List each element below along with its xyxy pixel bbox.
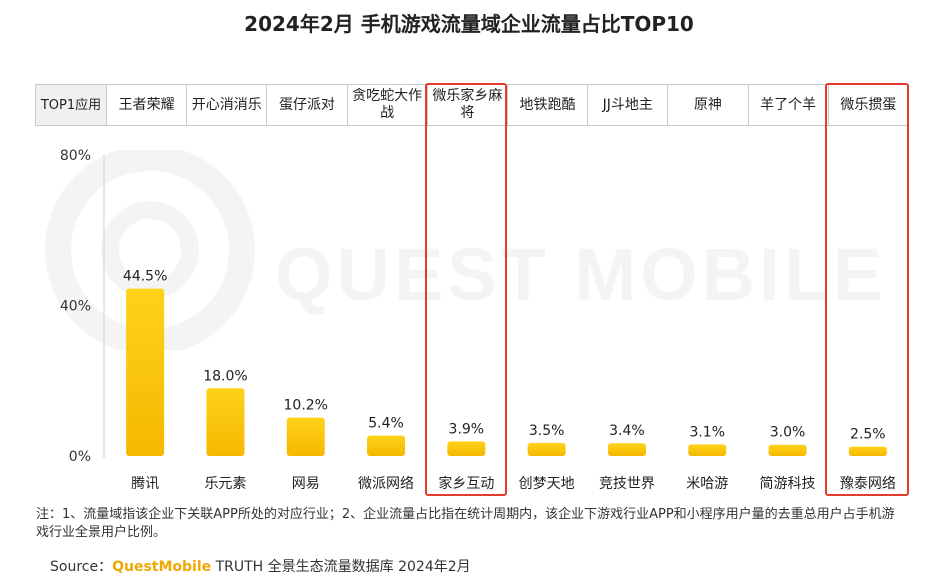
- x-category-label: 家乡互动: [438, 475, 494, 492]
- bar: [126, 288, 165, 456]
- top1-app-cell: 微乐家乡麻将: [426, 84, 508, 126]
- x-category-label: 简游科技: [760, 475, 816, 492]
- top1-app-cell: 王者荣耀: [105, 84, 188, 126]
- highlight-box-yutai: [825, 83, 909, 496]
- top1-app-header: TOP1应用: [35, 84, 107, 126]
- x-category-label: 米哈游: [686, 476, 728, 492]
- bar-value-label: 3.9%: [449, 421, 485, 437]
- top1-app-cell: 微乐掼蛋: [827, 84, 910, 126]
- source-suffix: TRUTH 全景生态流量数据库 2024年2月: [211, 559, 471, 575]
- top1-app-row: TOP1应用 王者荣耀 开心消消乐 蛋仔派对 贪吃蛇大作战 微乐家乡麻将 地铁跑…: [35, 84, 910, 126]
- source-prefix: Source：: [50, 559, 113, 575]
- bar-value-label: 3.0%: [770, 425, 806, 441]
- x-category-label: 创梦天地: [519, 476, 575, 492]
- bar: [286, 417, 325, 456]
- bar: [768, 444, 807, 456]
- source-line: Source：QuestMobile TRUTH 全景生态流量数据库 2024年…: [50, 556, 471, 576]
- bar-value-label: 44.5%: [123, 269, 167, 285]
- x-category-label: 腾讯: [131, 475, 159, 492]
- y-tick-label: 0%: [69, 449, 91, 465]
- bar: [848, 446, 887, 456]
- bar: [206, 388, 245, 456]
- bar-value-label: 2.5%: [850, 427, 886, 443]
- chart-title: 2024年2月 手机游戏流量域企业流量占比TOP10: [244, 12, 694, 36]
- highlight-box-jiaxiang: [425, 83, 507, 496]
- source-brand: QuestMobile: [112, 559, 212, 575]
- bar-value-label: 5.4%: [368, 416, 404, 432]
- bar: [367, 435, 406, 456]
- watermark-text: QUEST MOBILE: [275, 232, 886, 317]
- top1-app-cell: 开心消消乐: [186, 84, 268, 126]
- x-category-label: 网易: [292, 476, 320, 492]
- top1-app-cell: 原神: [667, 84, 749, 126]
- x-category-label: 豫泰网络: [840, 476, 896, 492]
- bar: [447, 441, 486, 456]
- bar: [688, 444, 727, 456]
- bar-value-label: 3.5%: [529, 423, 565, 439]
- bar-value-label: 10.2%: [284, 398, 328, 414]
- y-tick-label: 40%: [60, 299, 91, 315]
- bar-value-label: 3.4%: [609, 423, 645, 439]
- bar-value-label: 3.1%: [689, 424, 725, 440]
- bar: [527, 442, 566, 456]
- y-tick-label: 80%: [60, 148, 91, 164]
- top1-app-cell: 羊了个羊: [747, 84, 829, 126]
- top1-app-cell: 地铁跑酷: [506, 84, 589, 126]
- x-category-label: 竞技世界: [599, 475, 655, 492]
- bar-chart: 0% 40% 80% 44.5% 腾讯 18.0% 乐元素 10.2% 网易 5.4% 微派网络 3.…: [60, 148, 896, 492]
- top1-app-cell: 贪吃蛇大作战: [346, 84, 428, 126]
- x-category-label: 乐元素: [204, 476, 246, 492]
- top1-app-table: TOP1应用 王者荣耀 开心消消乐 蛋仔派对 贪吃蛇大作战 微乐家乡麻将 地铁跑…: [35, 84, 910, 126]
- bar-value-label: 18.0%: [203, 368, 247, 384]
- bar: [607, 443, 646, 456]
- footnote: 注：1、流量域指该企业下关联APP所处的对应行业；2、企业流量占比指在统计周期内…: [36, 507, 895, 540]
- x-category-label: 微派网络: [358, 476, 414, 492]
- top1-app-cell: JJ斗地主: [587, 84, 669, 126]
